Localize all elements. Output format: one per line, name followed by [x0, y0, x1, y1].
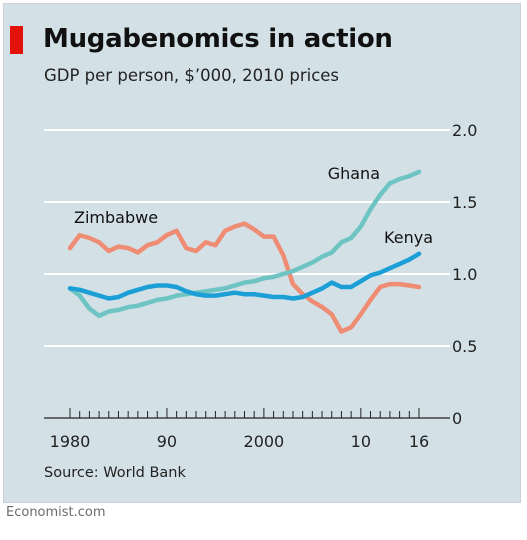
brand-red-tag: [10, 26, 23, 54]
series-label-zimbabwe: Zimbabwe: [74, 208, 158, 227]
series-labels: Zimbabwe Ghana Kenya: [74, 164, 433, 247]
y-tick-label: 1.5: [452, 193, 477, 212]
y-tick-label: 0: [452, 409, 462, 428]
series-label-kenya: Kenya: [384, 228, 433, 247]
series-lines: [67, 169, 422, 334]
x-axis-labels: 1980 90 2000 10 16: [50, 432, 430, 451]
y-tick-label: 2.0: [452, 121, 477, 140]
x-tick-label: 16: [409, 432, 429, 451]
source-note: Source: World Bank: [44, 465, 186, 481]
y-axis-labels: 0 0.5 1.0 1.5 2.0: [452, 121, 477, 428]
y-tick-label: 1.0: [452, 265, 477, 284]
y-tick-label: 0.5: [452, 337, 477, 356]
x-tick-label: 10: [351, 432, 371, 451]
series-label-ghana: Ghana: [328, 164, 380, 183]
x-tick-label: 2000: [244, 432, 285, 451]
x-tick-label: 90: [157, 432, 177, 451]
x-axis: [44, 408, 450, 419]
chart-title: Mugabenomics in action: [43, 24, 393, 54]
chart-panel: [3, 3, 521, 503]
chart-subtitle: GDP per person, $’000, 2010 prices: [44, 66, 340, 85]
series-line-zimbabwe: [67, 221, 422, 334]
brand-footer: Economist.com: [6, 505, 106, 520]
series-line-kenya: [67, 251, 422, 301]
series-line-ghana: [67, 169, 422, 319]
x-tick-label: 1980: [50, 432, 91, 451]
